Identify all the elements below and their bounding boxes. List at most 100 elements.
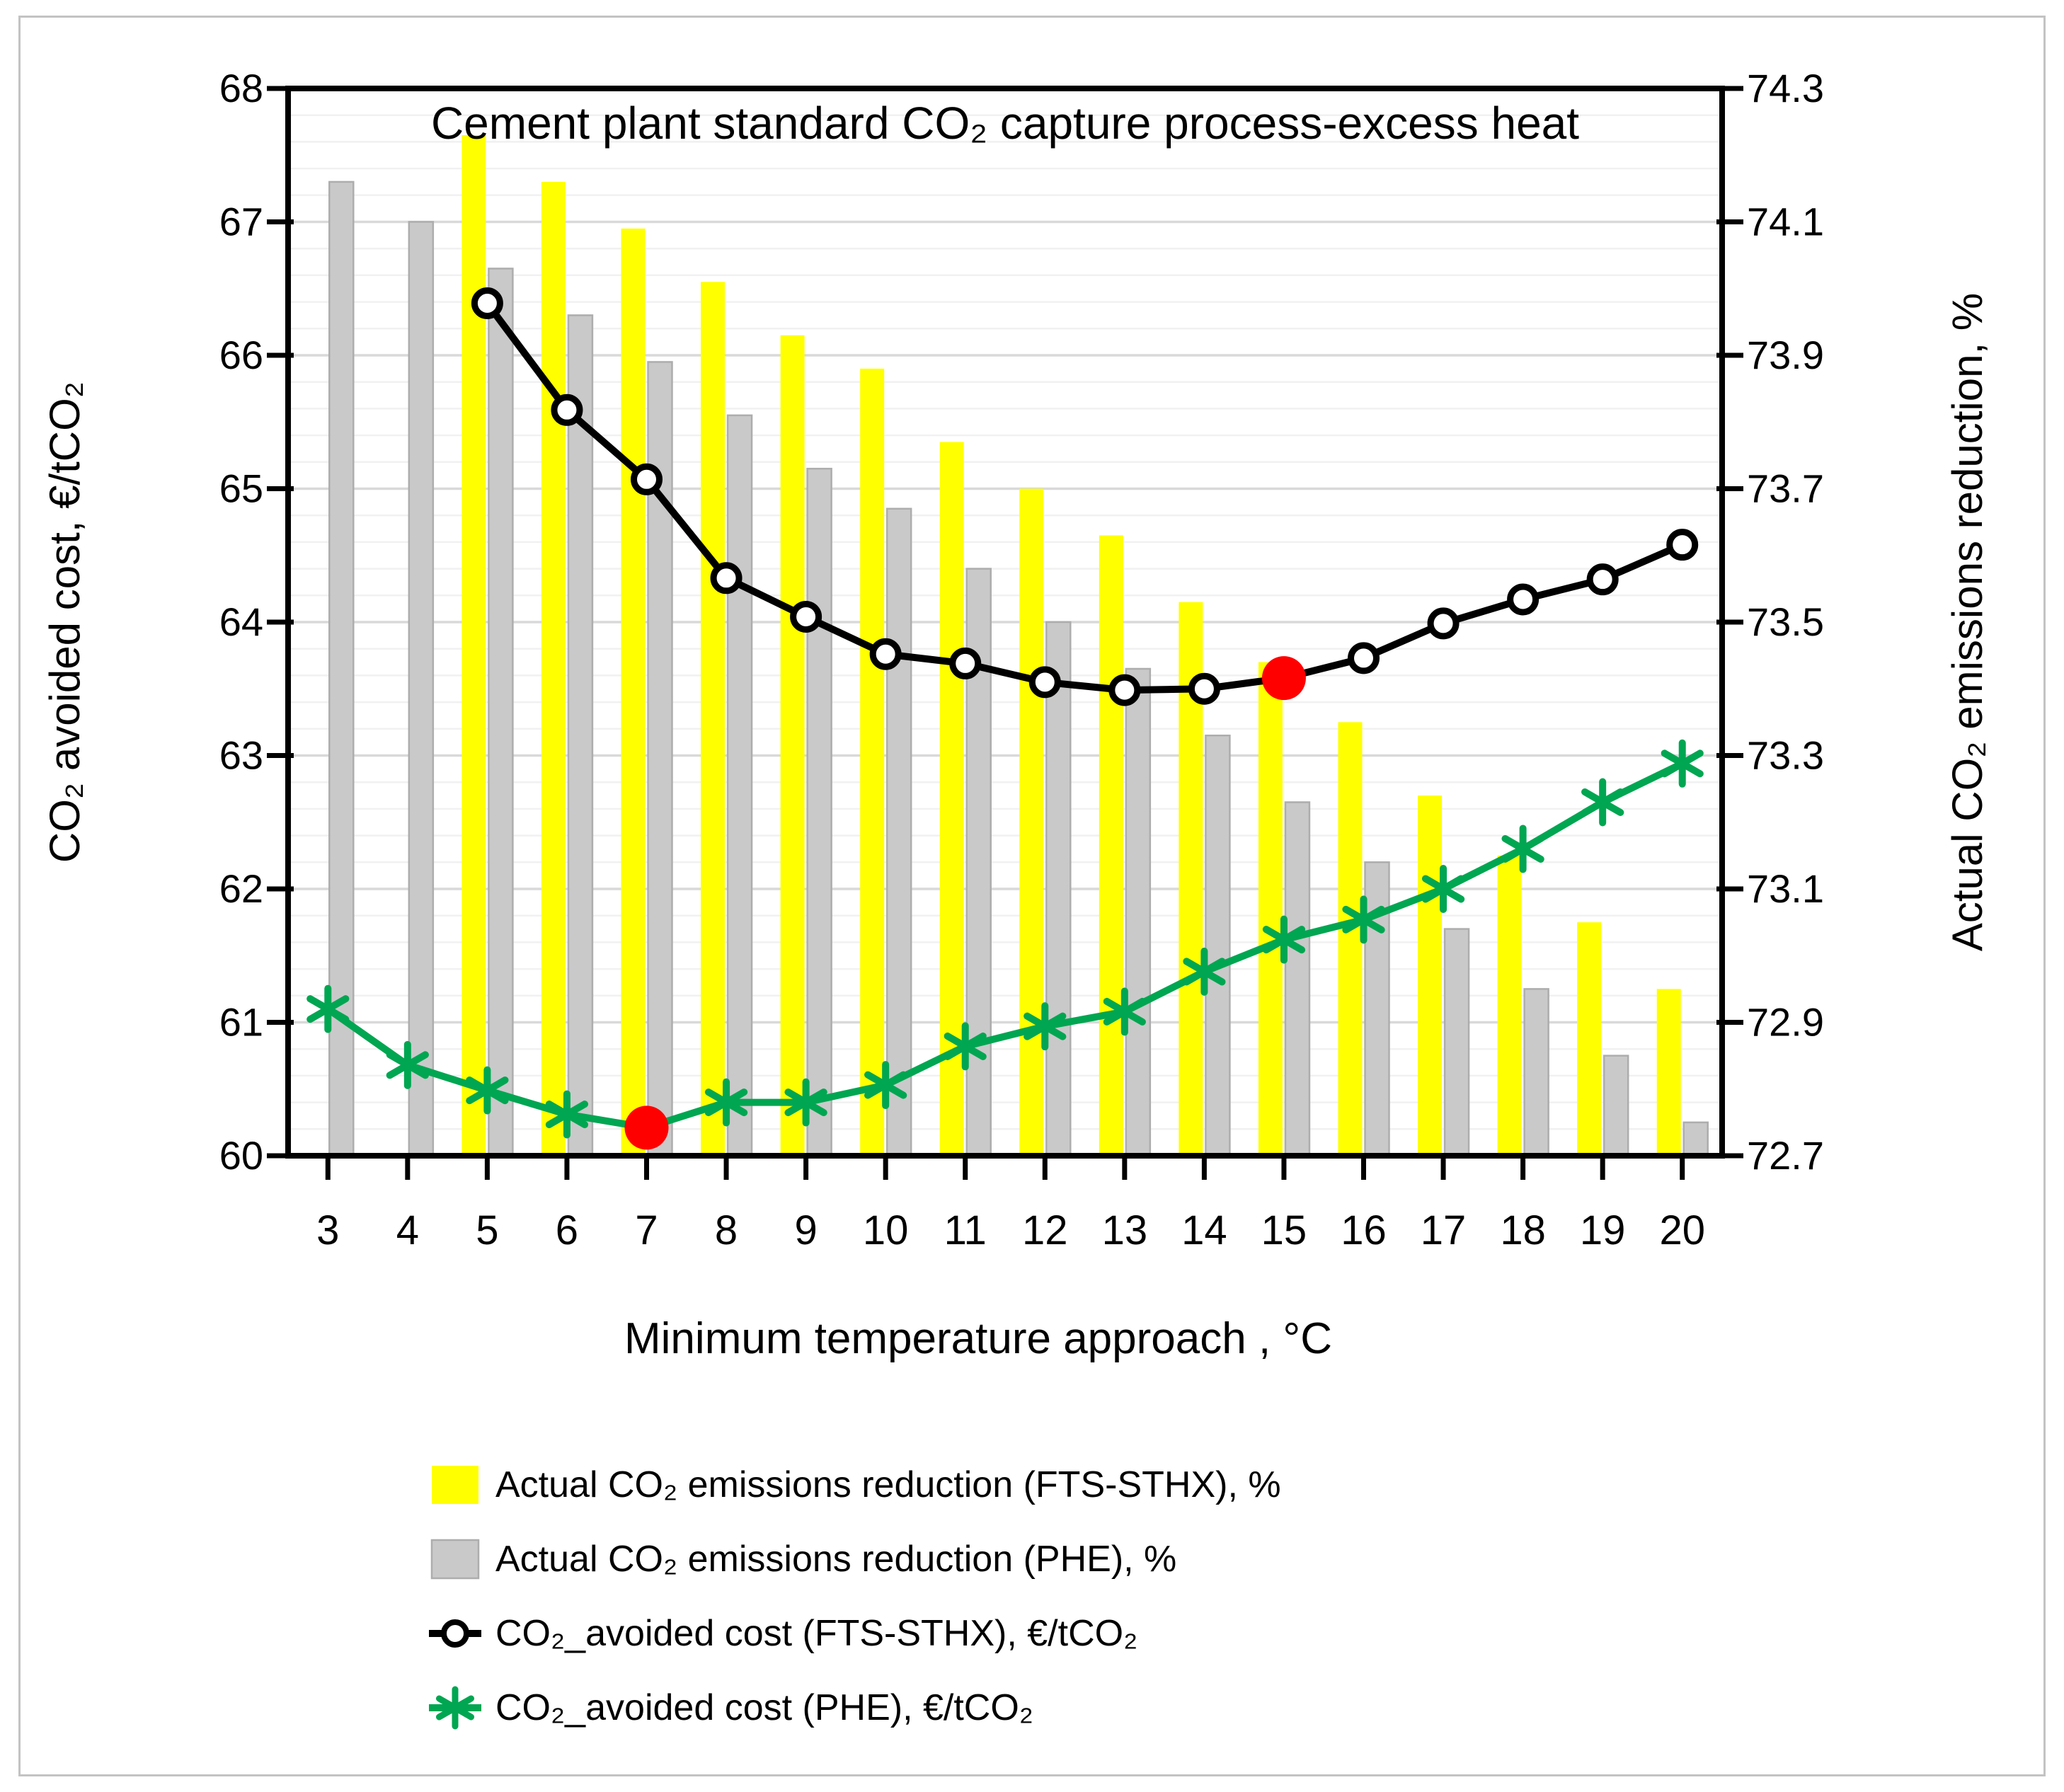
bar-phe [1523, 988, 1549, 1157]
asterisk-marker [1183, 958, 1226, 986]
y-right-tick-label: 73.3 [1747, 733, 1824, 778]
bar-phe [488, 268, 514, 1157]
bar-fts-sthx [1099, 535, 1123, 1156]
x-tick-label: 13 [1102, 1207, 1148, 1253]
x-tick-label: 15 [1261, 1207, 1307, 1253]
bar-phe [1125, 667, 1152, 1157]
bar-fts-sthx [1577, 922, 1602, 1156]
asterisk-marker [1262, 926, 1306, 954]
bar-fts-sthx [1019, 488, 1044, 1156]
circle-marker [710, 562, 743, 595]
lines-layer [306, 287, 1704, 1139]
circle-marker [1348, 642, 1380, 674]
bar-phe [806, 467, 832, 1157]
x-tick-label: 7 [635, 1207, 658, 1253]
bar-phe [408, 221, 435, 1157]
bar-fts-sthx [860, 368, 885, 1156]
asterisk-marker [784, 1089, 827, 1117]
asterisk-marker [466, 1076, 509, 1105]
asterisk-marker [1501, 834, 1544, 863]
y-right-tick-label: 73.7 [1747, 466, 1824, 511]
x-tick-label: 9 [794, 1207, 817, 1253]
y-right-tick-label: 73.1 [1747, 866, 1824, 911]
circle-marker [1666, 529, 1699, 561]
x-tick-label: 5 [476, 1207, 498, 1253]
circle-marker [1427, 607, 1460, 640]
circle-marker [471, 287, 503, 319]
x-tick-label: 4 [396, 1207, 419, 1253]
x-tick-label: 3 [316, 1207, 339, 1253]
bar-phe [567, 314, 594, 1157]
y-right-tick-label: 74.3 [1747, 66, 1824, 110]
legend-swatch-gray-bar [430, 1539, 480, 1580]
asterisk-marker [704, 1089, 748, 1117]
x-tick-label: 20 [1659, 1207, 1705, 1253]
x-tick-label: 12 [1022, 1207, 1068, 1253]
x-tick-label: 8 [715, 1207, 738, 1253]
circle-marker [869, 638, 902, 670]
x-tick-label: 17 [1421, 1207, 1467, 1253]
asterisk-marker [1103, 997, 1146, 1026]
bar-fts-sthx [1418, 796, 1443, 1156]
legend-label: Actual CO₂ emissions reduction (FTS-STHX… [495, 1464, 1281, 1505]
asterisk-marker [545, 1101, 589, 1129]
highlight-dots-layer [624, 656, 1306, 1150]
chart-title: Cement plant standard CO₂ capture proces… [431, 98, 1579, 149]
line-fts-sthx [483, 299, 1686, 694]
y-right-tick-label: 73.5 [1747, 599, 1824, 644]
bar-phe [1443, 928, 1470, 1157]
bar-fts-sthx [1338, 722, 1363, 1156]
legend: Actual CO₂ emissions reduction (FTS-STHX… [429, 1464, 1281, 1730]
line-phe [324, 759, 1686, 1132]
bar-phe [1364, 861, 1390, 1157]
bar-phe [1205, 734, 1231, 1157]
asterisk-marker [1342, 905, 1385, 934]
y-left-tick-label: 66 [219, 333, 263, 377]
y-right-tick-label: 72.9 [1747, 1000, 1824, 1045]
bar-fts-sthx [541, 181, 566, 1156]
y-left-tick-label: 64 [219, 599, 263, 644]
circle-marker [790, 600, 822, 633]
red-highlight-dot [624, 1105, 669, 1150]
bar-fts-sthx [780, 335, 805, 1156]
asterisk-marker [1024, 1012, 1067, 1040]
asterisk-marker [306, 995, 350, 1023]
bar-fts-sthx [621, 228, 646, 1156]
bars-layer [328, 134, 1709, 1157]
circle-marker [551, 394, 583, 426]
legend-circle-marker [441, 1619, 469, 1648]
axes-layer [267, 86, 1743, 1180]
circle-marker [1507, 583, 1540, 616]
bar-phe [1045, 621, 1072, 1157]
legend-swatch-yellow-bar [432, 1466, 478, 1504]
y-left-tick-label: 67 [219, 200, 263, 244]
bar-fts-sthx [701, 282, 726, 1156]
circle-marker [1028, 666, 1061, 699]
y-right-tick-label: 72.7 [1747, 1133, 1824, 1178]
bar-fts-sthx [1497, 855, 1522, 1156]
bar-phe [726, 414, 753, 1157]
y-left-tick-label: 65 [219, 466, 263, 511]
x-axis-title: Minimum temperature approach , °C [624, 1314, 1332, 1363]
x-tick-label: 11 [944, 1207, 987, 1253]
asterisk-marker [864, 1071, 907, 1099]
gridlines-layer [288, 114, 1722, 1130]
legend-label: CO₂_avoided cost (FTS-STHX), €/tCO₂ [495, 1613, 1137, 1654]
circle-marker [949, 647, 982, 679]
y-left-tick-label: 61 [219, 1000, 263, 1045]
y-left-tick-label: 68 [219, 66, 263, 110]
bar-fts-sthx [1656, 989, 1681, 1156]
bar-phe [885, 507, 912, 1157]
legend-asterisk-marker [435, 1695, 475, 1721]
circle-marker [1586, 563, 1619, 596]
y-left-tick-label: 63 [219, 733, 263, 778]
x-tick-label: 16 [1341, 1207, 1387, 1253]
x-tick-label: 18 [1500, 1207, 1546, 1253]
x-tick-label: 14 [1181, 1207, 1227, 1253]
bar-fts-sthx [1258, 662, 1283, 1156]
bar-phe [328, 180, 355, 1157]
tick-labels-layer: 68676665646362616074.374.173.973.773.573… [219, 66, 1824, 1253]
x-tick-label: 6 [556, 1207, 578, 1253]
